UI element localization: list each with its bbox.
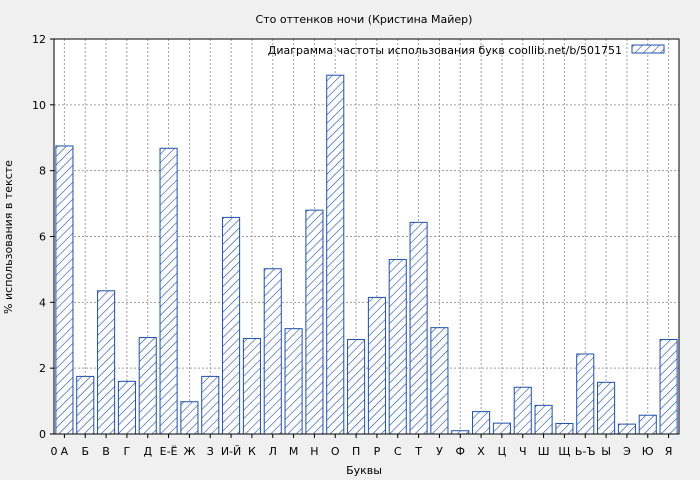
bar-Э (617, 423, 636, 435)
chart-title: Сто оттенков ночи (Кристина Майер) (256, 13, 473, 26)
y-tick-label: 0 (39, 428, 46, 441)
x-tick-label: Р (374, 445, 381, 458)
bar-Ю (638, 414, 657, 435)
bar-Х (472, 411, 491, 435)
x-tick-label: Ы (601, 445, 611, 458)
y-tick-label: 4 (39, 296, 46, 309)
bar-Т (409, 221, 428, 435)
x-tick-label: К (248, 445, 256, 458)
x-tick-label: Ц (498, 445, 507, 458)
x-tick-label: Х (477, 445, 485, 458)
x-tick-label: Э (623, 445, 631, 458)
x-tick-label: Ф (456, 445, 465, 458)
plot-frame (53, 38, 680, 435)
x-tick-label: Щ (558, 445, 570, 458)
bar-Ж (180, 401, 199, 435)
y-tick-label: 10 (32, 99, 46, 112)
bar-Щ (555, 422, 574, 435)
x-tick-label: И-Й (221, 445, 241, 458)
bar-Я (659, 339, 678, 435)
x-tick-label: А (61, 445, 69, 458)
bar-Ы (597, 381, 616, 435)
bar-И-Й (222, 216, 241, 435)
x-tick-label: Е-Ё (160, 445, 178, 458)
x-tick-label: Б (81, 445, 89, 458)
legend-label: Диаграмма частоты использования букв coo… (268, 44, 622, 57)
bar-О (326, 74, 345, 435)
bar-У (430, 327, 449, 435)
x-tick-label: В (102, 445, 110, 458)
bar-З (201, 375, 220, 435)
x-tick-label: Ч (519, 445, 527, 458)
bar-Р (367, 296, 386, 435)
bar-Д (138, 337, 157, 435)
x-tick-label: Ш (538, 445, 550, 458)
bar-Ь-Ъ (576, 353, 595, 435)
x-tick-label: У (436, 445, 443, 458)
bar-Б (76, 375, 95, 435)
y-tick-label: 6 (39, 231, 46, 244)
x-tick-label: Ю (642, 445, 654, 458)
x-tick-label: Ж (183, 445, 195, 458)
bar-Ч (513, 386, 532, 435)
bar-Г (117, 380, 136, 435)
bar-П (347, 339, 366, 435)
bar-В (97, 290, 116, 435)
bar-С (388, 259, 407, 435)
y-axis-label: % использования в тексте (2, 160, 15, 314)
x-tick-label: С (394, 445, 402, 458)
x-tick-label: Я (665, 445, 673, 458)
y-tick-label: 2 (39, 362, 46, 375)
legend-swatch (631, 44, 665, 54)
x-tick-label: Н (310, 445, 318, 458)
x-tick-label: Т (414, 445, 422, 458)
bar-К (242, 338, 261, 435)
bar-Ш (534, 404, 553, 435)
x-tick-label: Г (124, 445, 131, 458)
x-tick-label: О (331, 445, 340, 458)
x-tick-label: Д (143, 445, 152, 458)
bar-М (284, 328, 303, 435)
bar-А (55, 145, 74, 435)
bar-Е-Ё (159, 147, 178, 435)
x-tick-label: Ь-Ъ (575, 445, 596, 458)
bar-Л (263, 268, 282, 435)
x-tick-label: П (352, 445, 360, 458)
y-tick-label: 8 (39, 165, 46, 178)
x-tick-label: Л (269, 445, 277, 458)
bar-Н (305, 209, 324, 435)
x-tick-label: М (289, 445, 299, 458)
x-axis-label: Буквы (346, 464, 382, 477)
x-origin-label: 0 (51, 445, 58, 458)
y-tick-label: 12 (32, 33, 46, 46)
bar-Ц (492, 422, 511, 435)
x-tick-label: З (207, 445, 214, 458)
